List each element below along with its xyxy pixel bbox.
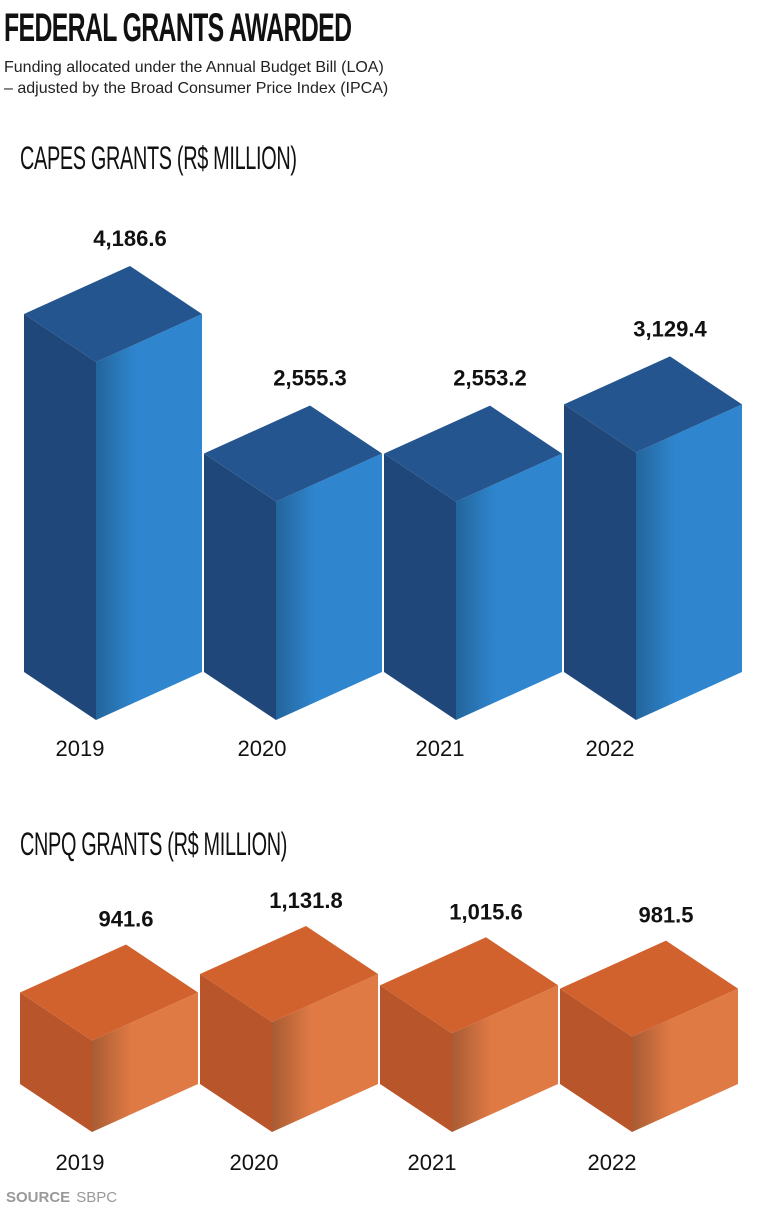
cnpq-year-label: 2019 <box>56 1150 105 1175</box>
cnpq-bar-left-face <box>380 985 452 1132</box>
capes-bar-2019 <box>24 266 202 720</box>
cnpq-value-label: 1,131.8 <box>269 888 342 913</box>
cnpq-bar-left-face <box>200 974 272 1132</box>
capes-bar-2020 <box>204 405 382 720</box>
capes-bar-chart: 4,186.6 2019 2,555.3 2020 2,553.2 2021 3,129.4… <box>24 226 742 761</box>
capes-bar-top-face <box>204 405 382 502</box>
capes-bar-left-face <box>384 453 456 720</box>
cnpq-bar-top-face <box>560 940 738 1037</box>
capes-bar-top-face <box>24 266 202 362</box>
capes-value-label: 2,553.2 <box>453 366 526 391</box>
cnpq-year-label: 2020 <box>230 1150 279 1175</box>
cnpq-chart-title: CNPQ GRANTS (R$ MILLION) <box>20 826 288 862</box>
capes-bar-top-face <box>564 356 742 453</box>
cnpq-bar-top-face <box>200 926 378 1022</box>
capes-bar-shade <box>96 343 136 720</box>
cnpq-bar-shade <box>632 1018 672 1132</box>
cnpq-bar-shade <box>452 1015 492 1132</box>
cnpq-bar-left-face <box>560 988 632 1132</box>
cnpq-bar-chart: 941.6 2019 1,131.8 2020 1,015.6 2021 981.5 2022 <box>20 888 738 1175</box>
cnpq-value-label: 1,015.6 <box>449 899 522 924</box>
capes-chart-title: CAPES GRANTS (R$ MILLION) <box>20 140 297 176</box>
source-note: SOURCE SBPC <box>6 1189 117 1206</box>
cnpq-value-label: 941.6 <box>98 906 153 931</box>
capes-bar-top-face <box>384 405 562 502</box>
capes-value-label: 2,555.3 <box>273 365 346 390</box>
cnpq-bar-2021 <box>380 937 558 1132</box>
cnpq-year-label: 2021 <box>408 1150 457 1175</box>
capes-value-label: 3,129.4 <box>633 316 707 341</box>
cnpq-bar-top-face <box>380 937 558 1034</box>
subtitle-line-2: – adjusted by the Broad Consumer Price I… <box>4 80 389 97</box>
capes-bar-shade <box>276 483 316 720</box>
cnpq-bar-top-face <box>20 944 198 1041</box>
chart-title: FEDERAL GRANTS AWARDED <box>4 6 352 50</box>
cnpq-bar-left-face <box>20 992 92 1132</box>
cnpq-bar-2020 <box>200 926 378 1132</box>
capes-bar-shade <box>456 483 496 720</box>
cnpq-year-label: 2022 <box>588 1150 637 1175</box>
capes-bar-2022 <box>564 356 742 720</box>
capes-year-label: 2019 <box>56 736 105 761</box>
capes-year-label: 2021 <box>416 736 465 761</box>
capes-year-label: 2020 <box>238 736 287 761</box>
cnpq-bar-shade <box>92 1022 132 1132</box>
capes-year-label: 2022 <box>586 736 635 761</box>
subtitle-line-1: Funding allocated under the Annual Budge… <box>4 59 384 76</box>
chart-subtitle: Funding allocated under the Annual Budge… <box>4 57 604 99</box>
capes-bar-2021 <box>384 405 562 720</box>
capes-bar-shade <box>636 434 676 720</box>
cnpq-bar-shade <box>272 1003 312 1132</box>
capes-bar-left-face <box>564 404 636 720</box>
capes-bar-left-face <box>204 453 276 720</box>
cnpq-bar-2019 <box>20 944 198 1132</box>
source-label: SOURCE <box>6 1189 71 1206</box>
source-value: SBPC <box>76 1189 118 1206</box>
cnpq-bar-2022 <box>560 940 738 1132</box>
capes-bar-left-face <box>24 314 96 720</box>
cnpq-value-label: 981.5 <box>638 903 693 928</box>
capes-value-label: 4,186.6 <box>93 226 166 251</box>
